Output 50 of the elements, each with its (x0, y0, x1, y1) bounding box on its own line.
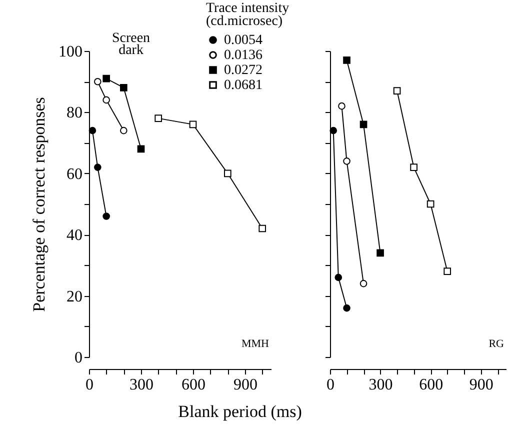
point (343, 56, 350, 64)
y-tick-label: 20 (66, 288, 82, 306)
y-tick-label: 80 (66, 104, 82, 122)
point (102, 96, 110, 104)
x-tick-label: 300 (368, 376, 393, 394)
x-tick-label: 0 (86, 376, 94, 394)
point (189, 120, 197, 128)
point (224, 170, 232, 178)
x-tick-label: 600 (419, 376, 444, 394)
y-tick-label: 60 (66, 166, 82, 183)
point (120, 126, 128, 134)
annotation: Screen dark (112, 31, 150, 58)
legend-label: 0.0136 (224, 48, 262, 63)
point (360, 280, 368, 288)
x-tick-label: 600 (182, 376, 206, 394)
x-axis-title: Blank period (ms) (178, 402, 302, 421)
point (154, 114, 162, 122)
y-tick-label: 40 (66, 227, 82, 244)
x-tick-label: 0 (326, 376, 334, 394)
point (94, 164, 102, 171)
annotation: RG (488, 338, 504, 350)
point (120, 84, 128, 92)
point (426, 200, 434, 208)
y-tick-label: 0 (74, 350, 82, 366)
annotation: MMH (241, 338, 270, 350)
x-tick-label: 900 (469, 376, 494, 394)
point (393, 87, 401, 94)
y-axis-title: Percentage of correct responses (30, 97, 48, 312)
point (137, 145, 145, 153)
legend-title: Trace intensity (cd.microsec) (206, 1, 290, 29)
point (338, 102, 346, 110)
y-tick-label: 100 (58, 44, 82, 60)
point (102, 212, 110, 220)
point (360, 120, 368, 128)
point (330, 126, 338, 134)
legend-label: 0.0681 (224, 78, 262, 93)
point (102, 74, 110, 82)
point (258, 224, 266, 232)
point (376, 249, 384, 257)
point (410, 164, 418, 171)
point (343, 304, 350, 312)
point (94, 78, 102, 86)
point (343, 158, 350, 165)
point (334, 274, 342, 282)
x-tick-label: 900 (234, 376, 258, 394)
point (444, 268, 451, 275)
legend-label: 0.0272 (224, 63, 262, 78)
legend-label: 0.0054 (224, 33, 262, 48)
x-tick-label: 300 (130, 376, 154, 394)
point (88, 126, 96, 134)
